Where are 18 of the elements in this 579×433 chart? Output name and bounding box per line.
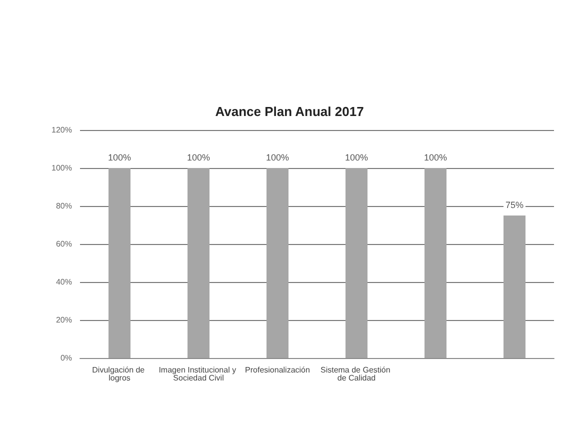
x-tick-label: Divulgación de logros <box>92 366 147 382</box>
y-tick-label: 80% <box>56 202 72 210</box>
y-tick-label: 20% <box>56 316 72 324</box>
data-label: 100% <box>108 152 132 162</box>
x-tick-label: Imagen Institucional y Sociedad Civil <box>158 366 238 382</box>
y-tick-label: 60% <box>56 240 72 248</box>
y-tick-label: 120% <box>52 126 72 134</box>
data-label: 100% <box>186 152 210 162</box>
data-label: 75% <box>505 200 524 210</box>
x-tick-label: Sistema de Gestión de Calidad <box>320 366 393 382</box>
y-tick-label: 100% <box>52 164 72 172</box>
x-tick-label: Profesionalización <box>245 366 310 374</box>
y-tick-label: 0% <box>60 354 72 362</box>
y-tick-label: 40% <box>56 278 72 286</box>
chart-title: Avance Plan Anual 2017 <box>215 104 364 119</box>
data-label: 100% <box>266 152 290 162</box>
data-label: 100% <box>344 152 368 162</box>
data-label: 100% <box>424 152 448 162</box>
